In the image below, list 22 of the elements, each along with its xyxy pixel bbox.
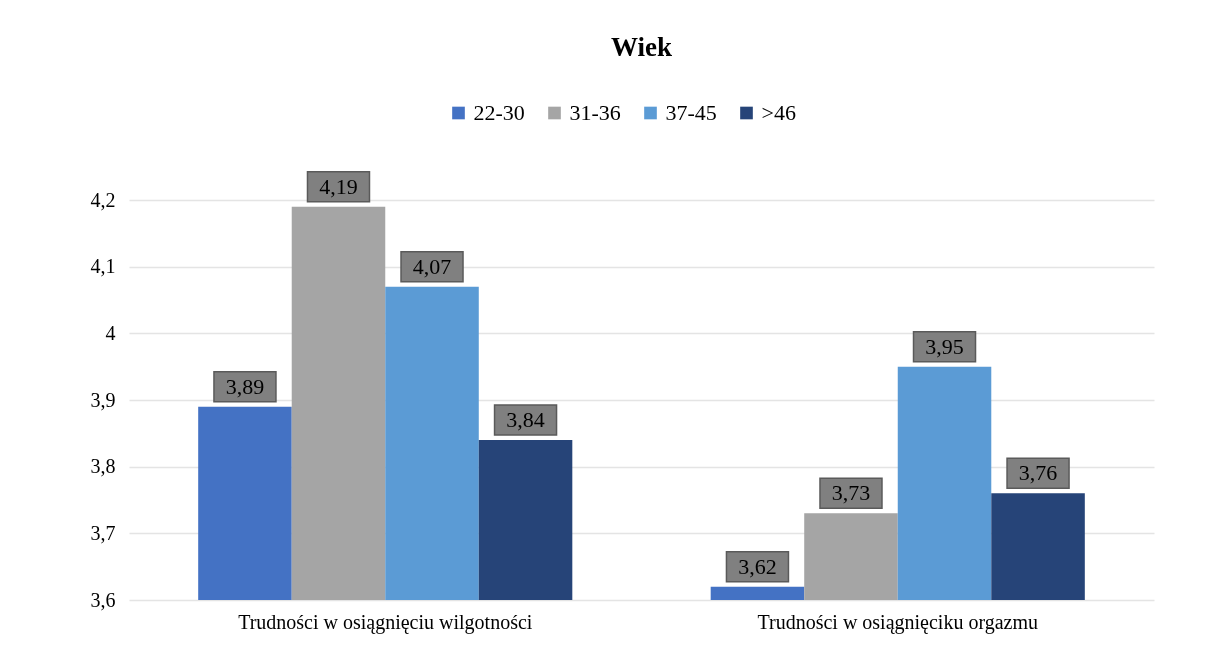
data-label: 3,76: [1018, 460, 1058, 486]
data-label: 4,19: [319, 173, 358, 199]
chart-title: Wiek: [610, 32, 673, 62]
data-label: 3,89: [225, 373, 265, 399]
data-label: 3,84: [506, 407, 545, 432]
legend-label: 22-30: [473, 100, 525, 125]
y-tick-label: 3,6: [90, 588, 116, 611]
data-label: 3,95: [925, 333, 964, 359]
y-tick-label: 4: [105, 321, 116, 344]
data-label: 4,07: [412, 253, 452, 279]
y-tick-label: 3,8: [90, 455, 116, 478]
data-label: 3,62: [738, 553, 777, 579]
data-label: 3,73: [831, 480, 871, 506]
x-tick-label: Trudności w osiągnięciku orgazmu: [757, 610, 1039, 634]
y-tick-label: 4,2: [90, 188, 116, 211]
y-tick-label: 4,1: [90, 255, 116, 278]
y-tick-label: 3,9: [90, 388, 116, 411]
y-tick-label: 3,7: [90, 521, 116, 544]
legend-label: 31-36: [569, 100, 621, 125]
x-tick-label: Trudności w osiągnięciu wilgotności: [238, 610, 533, 634]
legend-label: 37-45: [665, 100, 717, 125]
legend-label: >46: [761, 100, 796, 125]
